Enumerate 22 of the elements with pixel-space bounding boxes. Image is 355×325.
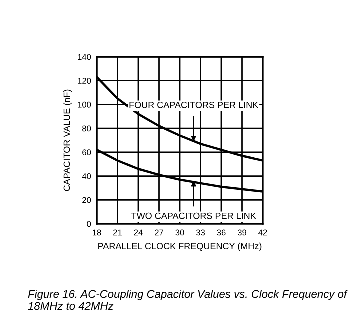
x-tick-label: 33	[196, 230, 206, 236]
x-tick-label: 21	[114, 230, 122, 236]
x-tick-label: 36	[217, 230, 226, 236]
y-tick-label: 60	[82, 150, 92, 156]
x-tick-label: 27	[155, 230, 164, 236]
y-tick-label: 80	[82, 126, 92, 132]
caption: Figure 16. AC-Coupling Capacitor Values vs. Clock Frequency of 18MHz to 42MHz	[28, 290, 348, 310]
y-axis-title: CAPACITOR VALUE (nF)	[64, 90, 72, 192]
y-tick-label: 40	[82, 173, 92, 180]
y-tick-label: 20	[82, 197, 92, 204]
y-tick-label: 140	[78, 54, 92, 60]
x-axis-title: PARALLEL CLOCK FREQUENCY (MHz)	[98, 242, 262, 252]
x-tick-label: 30	[176, 230, 184, 236]
x-tick-label: 24	[134, 230, 143, 236]
y-tick-label: 120	[78, 78, 92, 84]
y-tick-label: 0	[87, 221, 92, 228]
y-tick-label: 100	[78, 102, 92, 108]
x-tick-label: 39	[238, 230, 246, 236]
annotation: TWO CAPACITORS PER LINK	[131, 212, 256, 220]
annotation: FOUR CAPACITORS PER LINK	[130, 102, 259, 108]
x-tick-label: 42	[258, 230, 268, 236]
x-tick-label: 18	[93, 230, 102, 236]
